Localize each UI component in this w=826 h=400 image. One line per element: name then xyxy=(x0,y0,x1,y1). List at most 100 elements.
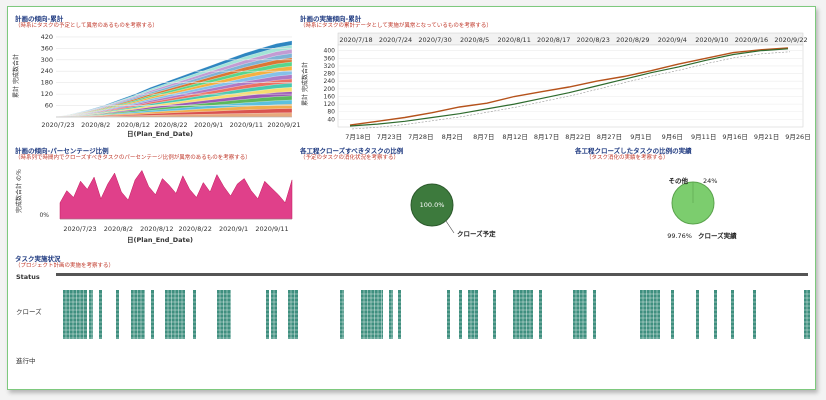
planactual-ylabel: 累計 完成数合計 xyxy=(301,62,309,106)
planactual-ytick-2: 120 xyxy=(324,101,336,108)
percent-xtick-3: 2020/8/22 xyxy=(179,225,212,233)
cumulative-xtick-2: 2020/8/12 xyxy=(117,121,150,129)
percent-ytick-label: 0% xyxy=(39,212,49,219)
planactual-bottom-tick-8: 8月27日 xyxy=(597,133,622,141)
cumulative-ytick-6: 420 xyxy=(41,33,53,41)
planactual-bottom-tick-12: 9月16日 xyxy=(722,133,747,141)
task-block-23 xyxy=(593,290,596,339)
cumulative-xtick-3: 2020/8/22 xyxy=(154,121,187,129)
cumulative-ytick-2: 180 xyxy=(41,79,53,87)
task-block-8 xyxy=(217,290,231,339)
task-block-9 xyxy=(266,290,269,339)
planactual-bottom-tick-4: 8月7日 xyxy=(473,133,494,141)
cumulative-ytick-1: 120 xyxy=(41,90,53,98)
planactual-bottom-tick-10: 9月6日 xyxy=(662,133,683,141)
pie-planned-subtitle: （予定のタスクの消化状況を考察する） xyxy=(300,155,400,161)
cumulative-ytick-3: 240 xyxy=(41,67,53,75)
planactual-ytick-1: 80 xyxy=(327,109,335,116)
planactual-bottom-tick-2: 7月28日 xyxy=(408,133,433,141)
task-block-16 xyxy=(447,290,450,339)
percent-xtick-4: 2020/9/1 xyxy=(219,225,248,233)
task-block-26 xyxy=(696,290,699,339)
percent-xlabel: 日(Plan_End_Date) xyxy=(127,236,193,244)
planactual-bottom-tick-9: 9月1日 xyxy=(630,133,651,141)
planactual-ytick-9: 400 xyxy=(324,48,336,55)
status-row-close: クローズ xyxy=(16,308,42,316)
planactual-ytick-8: 360 xyxy=(324,55,336,62)
pie-actual-main-value: 99.76% xyxy=(667,232,692,240)
pie-planned-chart: 100.0% クローズ予定 xyxy=(410,183,496,238)
task-block-12 xyxy=(340,290,344,339)
task-block-29 xyxy=(753,290,756,339)
planactual-plot: 2020/7/18 2020/7/24 2020/7/30 2020/8/5 2020/… xyxy=(324,32,811,141)
cumulative-stack xyxy=(55,40,293,118)
planactual-top-tick-5: 2020/8/17 xyxy=(537,36,570,44)
planactual-top-tick-4: 2020/8/11 xyxy=(498,36,531,44)
task-status-subtitle: （プロジェクト計画の実施を考察する） xyxy=(15,263,115,269)
planactual-bottom-tick-5: 8月12日 xyxy=(502,133,527,141)
task-block-7 xyxy=(193,290,196,339)
planactual-top-tick-11: 2020/9/22 xyxy=(774,36,807,44)
pie-actual-subtitle: （タスク消化の実績を考察する） xyxy=(586,155,669,161)
pie-actual-title: 各工程クローズしたタスクの比例の実績 xyxy=(575,147,692,155)
task-block-27 xyxy=(714,290,717,339)
pie-planned-value: 100.0% xyxy=(420,201,445,209)
planactual-top-tick-7: 2020/8/29 xyxy=(616,36,649,44)
pie-actual-other-value: 24% xyxy=(703,177,717,185)
planactual-title: 計画の実施傾向-累計 xyxy=(300,15,362,23)
planactual-bottom-tick-3: 8月2日 xyxy=(442,133,463,141)
cumulative-ytick-0: 60 xyxy=(45,102,53,110)
percent-x-ticks: 2020/7/23 2020/8/2 2020/8/12 2020/8/22 2020/… xyxy=(63,225,288,233)
percent-xtick-1: 2020/8/2 xyxy=(104,225,133,233)
task-block-18 xyxy=(468,290,478,339)
cumulative-xtick-4: 2020/9/1 xyxy=(194,121,223,129)
planactual-top-tick-2: 2020/7/30 xyxy=(418,36,451,44)
planactual-bottom-tick-13: 9月21日 xyxy=(754,133,779,141)
task-status-chart xyxy=(56,273,810,339)
task-block-2 xyxy=(99,290,102,339)
cumulative-x-ticks: 2020/7/23 2020/8/2 2020/8/12 2020/8/22 2020/… xyxy=(41,121,300,129)
percent-xtick-2: 2020/8/12 xyxy=(140,225,173,233)
planactual-ytick-0: 40 xyxy=(327,116,335,123)
planactual-top-tick-9: 2020/9/10 xyxy=(695,36,728,44)
task-block-28 xyxy=(731,290,734,339)
pie-actual-other-label: その他 xyxy=(669,176,689,185)
planactual-ytick-5: 240 xyxy=(324,78,336,85)
percent-subtitle: （時系列で時間内でクローズすべきタスクのパーセンテージ比例が異常のあるものを考察… xyxy=(15,155,251,161)
planactual-ytick-7: 320 xyxy=(324,63,336,70)
cumulative-xtick-6: 2020/9/21 xyxy=(267,121,300,129)
status-row-inprogress: 進行中 xyxy=(16,357,36,365)
planactual-series-0 xyxy=(349,47,789,126)
cumulative-xtick-5: 2020/9/11 xyxy=(230,121,263,129)
planactual-ytick-3: 160 xyxy=(324,93,336,100)
planactual-ytick-4: 200 xyxy=(324,86,336,93)
dashboard-frame: 計画の傾向-累計 （時系にタスクの予定として異常のあるものを考察する） 累計 完… xyxy=(7,6,816,390)
planactual-bottom-tick-7: 8月22日 xyxy=(565,133,590,141)
task-status-title: タスク実施状況 xyxy=(15,255,61,263)
cumulative-ylabel: 累計 完成数合計 xyxy=(12,54,20,98)
task-status-blocks xyxy=(63,290,810,339)
planactual-ytick-6: 280 xyxy=(324,71,336,78)
status-header: Status xyxy=(16,273,40,281)
planactual-top-tick-0: 2020/7/18 xyxy=(339,36,372,44)
planactual-series-dotted xyxy=(351,51,791,130)
task-block-14 xyxy=(389,290,393,339)
task-block-13 xyxy=(361,290,383,339)
pie-planned-legend: クローズ予定 xyxy=(457,229,496,238)
planactual-top-tick-3: 2020/8/5 xyxy=(460,36,489,44)
task-block-11 xyxy=(288,290,298,339)
cumulative-y-ticks: 60 120 180 240 300 360 420 xyxy=(41,33,292,110)
task-block-25 xyxy=(671,290,674,339)
planactual-chart: 累計 完成数合計 2020/7/18 2020/7/24 2020/7/30 2020… xyxy=(301,32,811,141)
planactual-bottom-tick-0: 7月18日 xyxy=(345,133,370,141)
planactual-bottom-tick-14: 9月26日 xyxy=(785,133,810,141)
planactual-top-tick-1: 2020/7/24 xyxy=(379,36,412,44)
task-block-21 xyxy=(539,290,542,339)
pie-planned-slice-close[interactable] xyxy=(410,183,454,227)
planactual-top-tick-6: 2020/8/23 xyxy=(577,36,610,44)
task-block-5 xyxy=(151,290,154,339)
cumulative-subtitle: （時系にタスクの予定として異常のあるものを考察する） xyxy=(15,23,158,29)
task-block-15 xyxy=(398,290,401,339)
planactual-bottom-tick-11: 9月11日 xyxy=(691,133,716,141)
